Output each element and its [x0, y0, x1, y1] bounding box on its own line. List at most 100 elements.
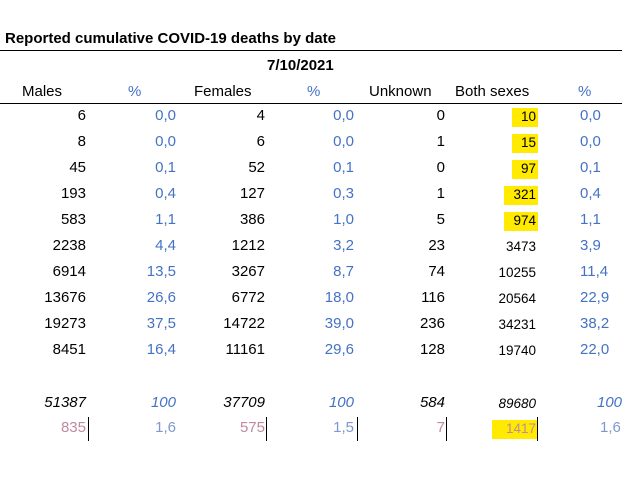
cell-females: 11161	[225, 341, 266, 358]
new-deaths-row: 835 1,6 575 1,5 7 1417 1,6	[0, 416, 622, 442]
cell-both-sexes: 974	[513, 213, 536, 228]
new-both-pct: 1,6	[600, 419, 621, 436]
header-females-pct: %	[307, 83, 321, 100]
title-underline	[0, 50, 622, 51]
cell-males: 193	[60, 185, 86, 202]
cell-males: 13676	[44, 289, 86, 306]
cell-males: 6	[77, 107, 86, 124]
header-males: Males	[22, 83, 63, 100]
cell-males: 19273	[44, 315, 86, 332]
cell-both-pct: 38,2	[580, 315, 610, 332]
new-females-pct: 1,5	[333, 419, 354, 436]
totals-row: 51387 100 37709 100 584 89680 100	[0, 391, 622, 417]
table-row: 13676 26,6 6772 18,0 116 20564 22,9	[0, 286, 622, 312]
total-both: 89680	[498, 396, 536, 411]
table-row: 6914 13,5 3267 8,7 74 10255 11,4	[0, 260, 622, 286]
cell-both-sexes: 10	[520, 109, 536, 124]
table-row: 8451 16,4 11161 29,6 128 19740 22,0	[0, 338, 622, 364]
highlight-marker	[512, 134, 538, 153]
table-row: 2238 4,4 1212 3,2 23 3473 3,9	[0, 234, 622, 260]
cell-females-pct: 8,7	[333, 263, 354, 280]
total-males: 51387	[44, 394, 86, 411]
cell-both-sexes: 19740	[498, 343, 536, 358]
cell-females: 1212	[231, 237, 265, 254]
report-date: 7/10/2021	[267, 57, 334, 74]
cell-females: 14722	[223, 315, 265, 332]
table-row: 583 1,1 386 1,0 5 974 1,1	[0, 208, 622, 234]
table-row: 8 0,0 6 0,0 1 15 0,0	[0, 130, 622, 156]
cell-males-pct: 13,5	[146, 263, 176, 280]
cell-males-pct: 0,0	[155, 133, 176, 150]
table-row: 193 0,4 127 0,3 1 321 0,4	[0, 182, 622, 208]
cell-males: 45	[69, 159, 86, 176]
cell-males-pct: 0,1	[155, 159, 176, 176]
cell-males-pct: 1,1	[155, 211, 176, 228]
cell-females: 127	[239, 185, 265, 202]
cell-females: 386	[239, 211, 265, 228]
cell-border	[446, 417, 447, 441]
cell-both-pct: 11,4	[580, 263, 609, 280]
total-unknown: 584	[419, 394, 445, 411]
cell-unknown: 74	[428, 263, 445, 280]
header-underline	[0, 103, 622, 104]
cell-females: 6	[256, 133, 265, 150]
cell-females-pct: 0,0	[333, 133, 354, 150]
cell-unknown: 128	[419, 341, 445, 358]
header-males-pct: %	[128, 83, 142, 100]
cell-both-pct: 22,9	[580, 289, 610, 306]
total-both-pct: 100	[597, 394, 622, 411]
cell-both-sexes: 321	[513, 187, 536, 202]
cell-females-pct: 3,2	[333, 237, 354, 254]
cell-females: 6772	[231, 289, 265, 306]
total-males-pct: 100	[150, 394, 176, 411]
cell-males: 583	[60, 211, 86, 228]
header-females: Females	[194, 83, 252, 100]
cell-both-pct: 0,0	[580, 133, 601, 150]
cell-females-pct: 0,0	[333, 107, 354, 124]
cell-males-pct: 37,5	[146, 315, 176, 332]
cell-both-sexes: 15	[520, 135, 536, 150]
cell-border	[88, 417, 89, 441]
cell-both-sexes: 34231	[498, 317, 536, 332]
header-both-sexes: Both sexes	[455, 83, 530, 100]
cell-males: 2238	[52, 237, 86, 254]
table-row: 6 0,0 4 0,0 0 10 0,0	[0, 104, 622, 130]
table-title: Reported cumulative COVID-19 deaths by d…	[5, 30, 336, 47]
cell-unknown: 23	[428, 237, 445, 254]
highlight-marker	[512, 108, 538, 127]
cell-males: 8451	[52, 341, 86, 358]
cell-border	[357, 417, 358, 441]
cell-females-pct: 0,3	[333, 185, 354, 202]
cell-both-sexes: 97	[520, 161, 536, 176]
cell-unknown: 0	[436, 107, 445, 124]
cell-males-pct: 26,6	[146, 289, 176, 306]
new-unknown: 7	[436, 419, 445, 436]
new-males-pct: 1,6	[155, 419, 176, 436]
cell-unknown: 236	[419, 315, 445, 332]
cell-both-sexes: 3473	[505, 239, 536, 254]
cell-females: 3267	[231, 263, 265, 280]
cell-males: 6914	[52, 263, 86, 280]
cell-both-sexes: 10255	[498, 265, 536, 280]
cell-males-pct: 16,4	[146, 341, 176, 358]
cell-females-pct: 0,1	[333, 159, 354, 176]
table-row: 19273 37,5 14722 39,0 236 34231 38,2	[0, 312, 622, 338]
cell-unknown: 0	[436, 159, 445, 176]
cell-unknown: 1	[436, 185, 445, 202]
cell-both-sexes: 20564	[498, 291, 536, 306]
header-unknown: Unknown	[369, 83, 432, 100]
cell-both-pct: 0,1	[580, 159, 601, 176]
cell-border	[266, 417, 267, 441]
header-both-pct: %	[578, 83, 592, 100]
cell-females-pct: 39,0	[324, 315, 354, 332]
cell-males-pct: 4,4	[155, 237, 176, 254]
highlight-marker	[492, 420, 537, 439]
cell-both-pct: 22,0	[580, 341, 610, 358]
cell-females-pct: 18,0	[324, 289, 354, 306]
cell-males: 8	[77, 133, 86, 150]
cell-females-pct: 29,6	[324, 341, 354, 358]
cell-females: 52	[248, 159, 265, 176]
cell-border	[537, 417, 538, 441]
cell-both-pct: 0,4	[580, 185, 601, 202]
cell-unknown: 5	[436, 211, 445, 228]
